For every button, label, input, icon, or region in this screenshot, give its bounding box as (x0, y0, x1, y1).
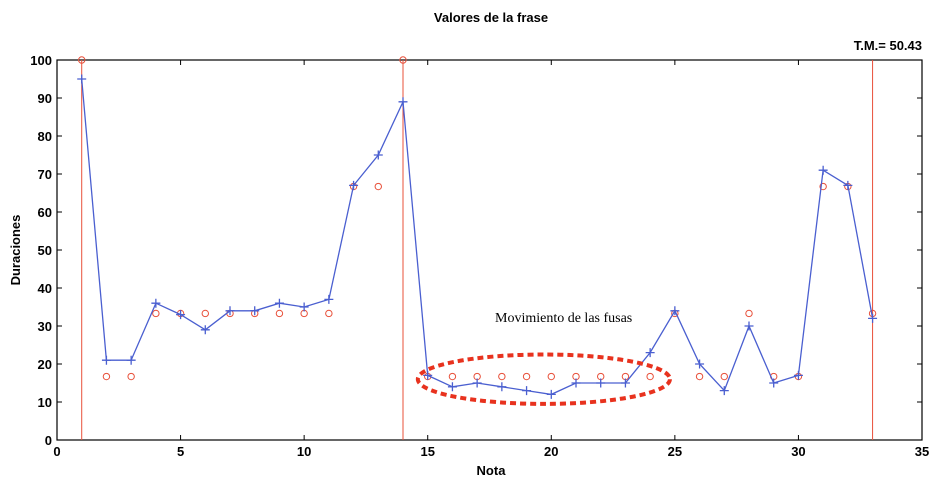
circle-point (102, 372, 111, 381)
plus-point (77, 74, 87, 84)
chart-title: Valores de la frase (434, 10, 548, 25)
x-tick-label: 5 (177, 444, 184, 459)
y-tick-label: 80 (38, 129, 52, 144)
y-tick-label: 50 (38, 243, 52, 258)
plus-point (101, 355, 111, 365)
x-tick-label: 30 (791, 444, 805, 459)
plus-point (596, 378, 606, 388)
circle-point (448, 372, 457, 381)
circle-point (498, 372, 506, 381)
plus-point (695, 359, 705, 369)
plus-point (299, 302, 309, 312)
plot-area: 0 5 10 15 20 25 30 35 0 10 20 30 40 50 60 70 80 90 100 Movi… (30, 53, 929, 459)
y-tick-label: 30 (38, 319, 52, 334)
plus-point (447, 382, 457, 392)
plus-point (200, 325, 210, 335)
plus-point (546, 389, 556, 399)
plus-point (349, 180, 359, 190)
circle-point (819, 182, 827, 191)
circle-point (399, 56, 407, 64)
plus-point (744, 321, 754, 331)
y-tick-label: 100 (30, 53, 52, 68)
y-tick-label: 40 (38, 281, 52, 296)
plus-point (151, 298, 161, 308)
plus-point (126, 355, 136, 365)
y-tick-label: 0 (45, 433, 52, 448)
series-plus-markers (77, 74, 878, 399)
x-axis-label: Nota (477, 463, 507, 478)
plus-point (324, 294, 334, 304)
y-axis-label: Duraciones (8, 215, 23, 286)
y-tick-label: 60 (38, 205, 52, 220)
plus-point (274, 298, 284, 308)
plus-point (868, 313, 878, 323)
plus-point (769, 378, 779, 388)
circle-point (646, 372, 654, 381)
x-tick-label: 25 (668, 444, 682, 459)
y-tick-label: 90 (38, 91, 52, 106)
circle-point (325, 309, 333, 318)
plus-point (719, 386, 729, 396)
plus-point (398, 97, 408, 107)
annotation-text: Movimiento de las fusas (495, 311, 632, 326)
plus-point (843, 180, 853, 190)
plus-point (818, 165, 828, 175)
plus-point (423, 370, 433, 380)
y-tick-label: 10 (38, 395, 52, 410)
circle-point (78, 56, 86, 64)
x-tick-label: 20 (544, 444, 558, 459)
plus-point (522, 386, 532, 396)
plus-point (620, 378, 630, 388)
highlight-ellipse (415, 352, 672, 406)
plus-point (176, 310, 186, 320)
circle-point (522, 372, 531, 381)
chart-subtitle: T.M.= 50.43 (854, 38, 922, 53)
circle-point (201, 309, 209, 318)
circle-point (547, 372, 555, 381)
circle-point (745, 309, 753, 318)
circle-point (695, 372, 704, 381)
y-tick-label: 20 (38, 357, 52, 372)
plus-point (670, 306, 680, 316)
plus-point (225, 306, 235, 316)
x-tick-label: 0 (53, 444, 60, 459)
plus-point (571, 378, 581, 388)
plus-point (472, 378, 482, 388)
plus-point (250, 306, 260, 316)
plus-point (373, 150, 383, 160)
circle-point (152, 309, 160, 318)
circle-point (374, 182, 382, 191)
circle-point (127, 372, 135, 381)
x-tick-label: 15 (420, 444, 434, 459)
plot-frame (56, 59, 923, 441)
circle-point (275, 309, 284, 318)
circle-point (720, 372, 728, 381)
x-tick-label: 10 (297, 444, 311, 459)
x-tick-label: 35 (915, 444, 929, 459)
plus-point (793, 370, 803, 380)
plus-point (645, 348, 655, 358)
y-tick-label: 70 (38, 167, 52, 182)
plus-point (497, 382, 507, 392)
